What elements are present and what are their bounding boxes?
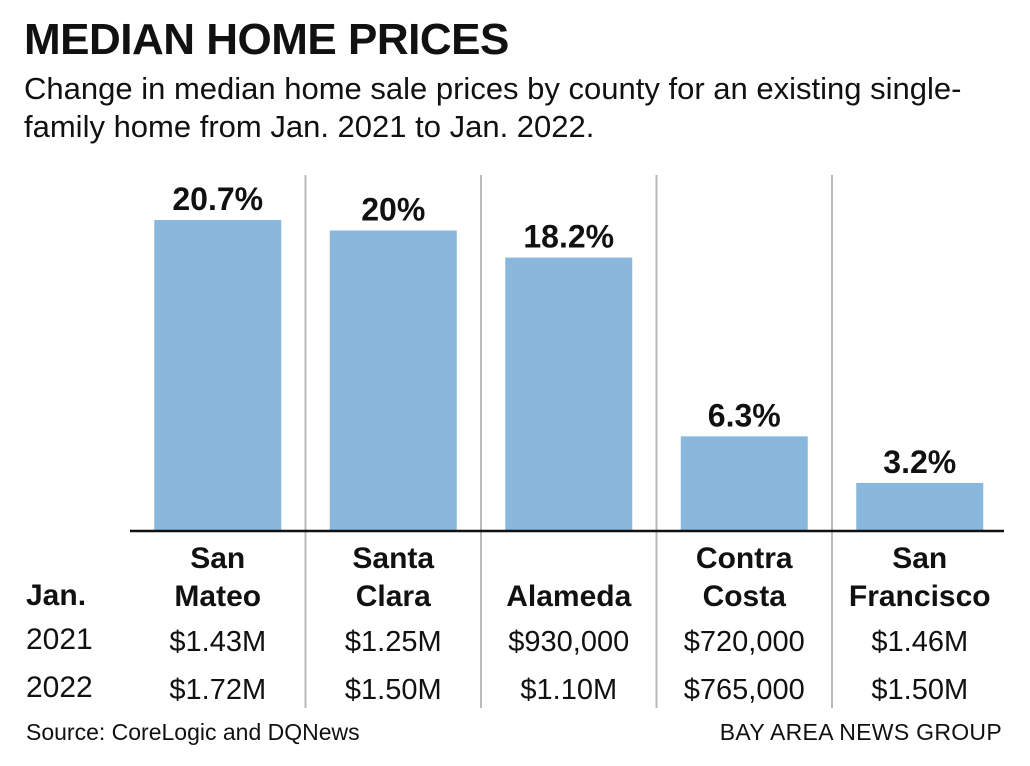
table-cell: $720,000	[684, 626, 805, 658]
table-cell: $1.50M	[345, 674, 442, 706]
bar	[505, 257, 633, 531]
source-note: Source: CoreLogic and DQNews	[26, 719, 360, 745]
data-label: 20%	[361, 192, 425, 228]
category-label: Clara	[356, 580, 431, 613]
table-cell: $1.50M	[871, 674, 968, 706]
table-cell: $930,000	[508, 626, 629, 658]
bar	[680, 436, 808, 531]
category-label: Costa	[703, 580, 787, 613]
table-cell: $1.10M	[520, 674, 617, 706]
chart-title: MEDIAN HOME PRICES	[24, 15, 509, 64]
category-label: Alameda	[506, 580, 631, 613]
data-label: 18.2%	[523, 219, 614, 255]
bar	[154, 220, 282, 531]
category-label: Contra	[696, 542, 793, 575]
row-label-2022: 2022	[26, 671, 93, 704]
data-label: 3.2%	[883, 444, 956, 480]
category-label: San	[892, 542, 947, 575]
category-label: San	[190, 542, 245, 575]
table-cell: $1.43M	[169, 626, 266, 658]
bar	[856, 482, 984, 531]
bar	[329, 230, 457, 531]
category-label: Francisco	[849, 580, 991, 613]
table-cell: $1.72M	[169, 674, 266, 706]
data-label: 20.7%	[172, 181, 263, 217]
table-cell: $1.25M	[345, 626, 442, 658]
category-label: Santa	[352, 542, 434, 575]
data-label: 6.3%	[708, 397, 781, 433]
table-header-label: Jan.	[26, 579, 87, 612]
category-label: Mateo	[174, 580, 261, 613]
table-cell: $1.46M	[871, 626, 968, 658]
table-cell: $765,000	[684, 674, 805, 706]
credit-line: BAY AREA NEWS GROUP	[719, 719, 1002, 745]
row-label-2021: 2021	[26, 623, 93, 656]
chart-subtitle: Change in median home sale prices by cou…	[24, 71, 962, 144]
